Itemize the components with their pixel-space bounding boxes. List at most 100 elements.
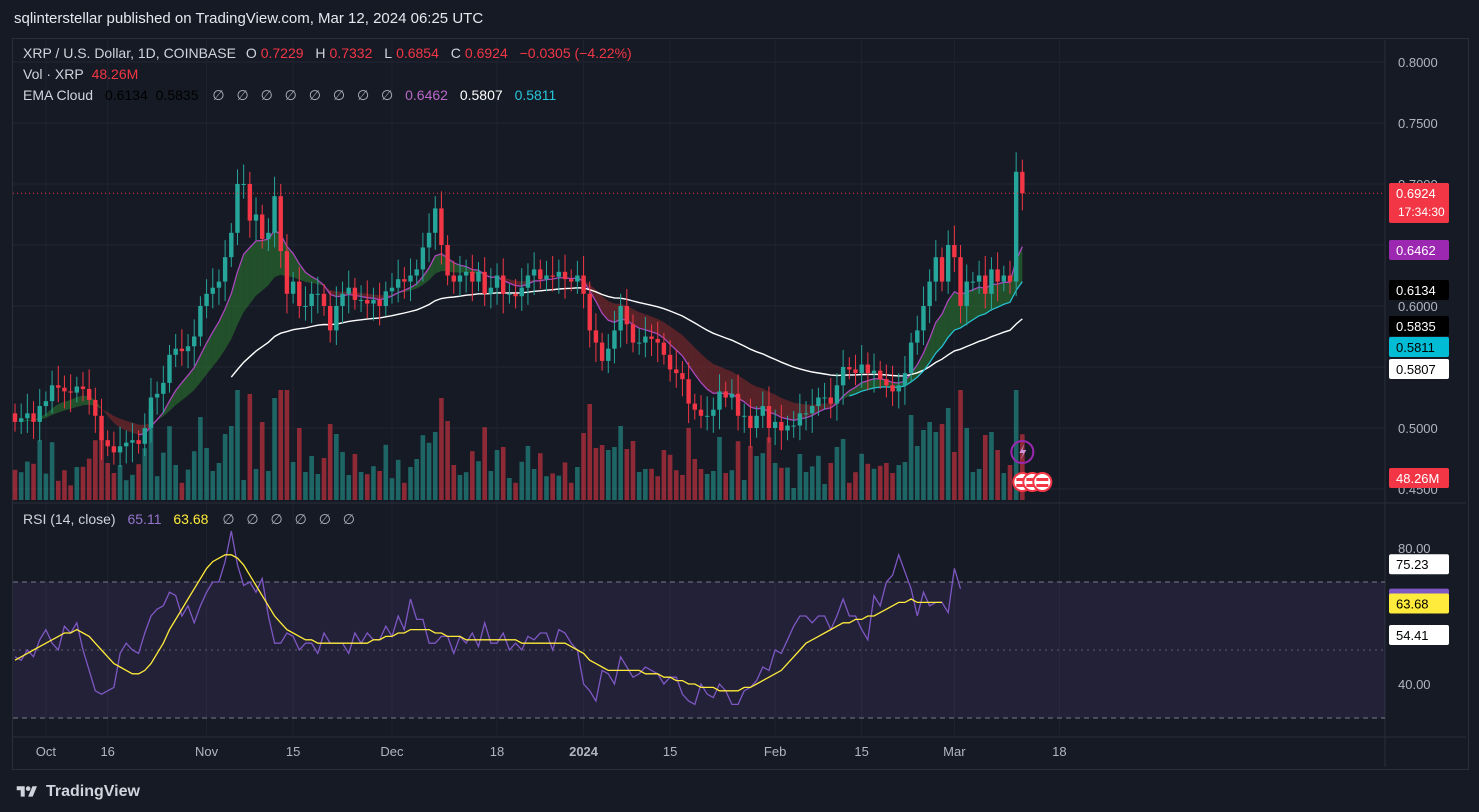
candle <box>519 268 524 311</box>
candle <box>884 364 889 398</box>
ema-cloud-segment <box>874 378 881 388</box>
candle <box>544 260 549 292</box>
price-axis-label-bg <box>1389 280 1449 300</box>
candle <box>618 293 623 348</box>
volume-bar <box>519 461 525 500</box>
candle <box>513 279 518 309</box>
candle-body <box>210 287 215 294</box>
price-tick-label: 0.6000 <box>1398 299 1438 314</box>
volume-bar <box>785 467 790 500</box>
ema-cloud-segment <box>750 383 757 409</box>
legend-vol-label[interactable]: Vol · XRP <box>23 66 84 82</box>
candle-body <box>618 306 623 331</box>
candle-body <box>80 386 86 389</box>
candle <box>272 176 277 248</box>
candle-body <box>105 440 110 447</box>
candle-body <box>272 196 277 233</box>
candle-body <box>346 287 351 294</box>
candle <box>352 277 358 310</box>
candle-body <box>519 287 524 297</box>
volume-bar <box>204 448 209 500</box>
candle <box>915 315 920 355</box>
candle <box>148 377 154 443</box>
volume-bar <box>921 430 926 500</box>
candle-body <box>68 391 73 393</box>
volume-bar <box>383 444 389 500</box>
candle <box>840 349 846 405</box>
price-axis-label-text: 0.5807 <box>1396 362 1436 377</box>
volume-bar <box>692 459 698 500</box>
candle-body <box>229 232 234 258</box>
volume-bar <box>630 441 636 500</box>
candle-body <box>636 342 642 344</box>
empty-value-icon: ∅ <box>222 511 235 527</box>
candle-body <box>797 413 803 426</box>
volume-bar <box>377 471 382 500</box>
ema-cloud-segment <box>249 240 257 304</box>
volume-bar <box>952 452 957 500</box>
candle-body <box>408 275 413 282</box>
candle <box>927 269 932 324</box>
footer-brand[interactable]: TradingView <box>14 780 140 804</box>
candle-body <box>93 399 98 416</box>
volume-bar <box>185 469 191 500</box>
legend-h-label: H <box>315 45 326 61</box>
volume-bar <box>556 475 562 500</box>
candle-body <box>828 397 833 404</box>
volume-bar <box>74 467 80 500</box>
volume-bar <box>216 463 222 500</box>
candle-body <box>420 247 426 270</box>
axes: 0.80000.75000.70000.65000.60000.55000.50… <box>36 55 1449 759</box>
candle <box>235 169 240 245</box>
candle-body <box>43 401 49 407</box>
legend-h-value: 0.7332 <box>329 45 373 61</box>
candle <box>983 255 988 309</box>
legend-ema-label[interactable]: EMA Cloud <box>23 87 94 103</box>
empty-value-icon: ∅ <box>212 87 225 103</box>
candle <box>167 345 172 393</box>
candle <box>711 397 716 433</box>
candle <box>470 254 475 302</box>
legend-l: L 0.6854 <box>384 45 443 61</box>
volume-bar <box>698 469 704 500</box>
candle <box>791 410 796 438</box>
candle-body <box>130 440 135 443</box>
candle-body <box>395 279 401 288</box>
legend-o: O 0.7229 <box>246 45 308 61</box>
empty-value-icon: ∅ <box>342 511 355 527</box>
candle <box>241 164 246 199</box>
candle <box>735 374 741 431</box>
candle <box>538 259 543 289</box>
volume-bar <box>229 426 234 500</box>
candle <box>1013 152 1019 297</box>
price-axis-label: 0.5811 <box>1389 337 1449 357</box>
ema-cloud-segment <box>707 359 714 394</box>
candle-body <box>278 196 283 252</box>
legend-rsi-label[interactable]: RSI (14, close) <box>23 511 116 527</box>
volume-bar <box>364 474 370 500</box>
volume-bar <box>735 441 741 500</box>
volume-bar <box>86 458 92 500</box>
candle <box>154 381 160 415</box>
candle <box>371 287 376 321</box>
ema-cloud-segment <box>979 287 986 316</box>
candle-body <box>593 330 599 343</box>
chart-frame[interactable] <box>12 38 1469 770</box>
candle <box>698 395 704 428</box>
candle-body <box>179 348 185 352</box>
candle-body <box>531 269 537 276</box>
candle <box>797 393 803 441</box>
candle <box>865 352 871 391</box>
ema-cloud-segment <box>113 415 121 428</box>
volume-bar <box>847 482 852 500</box>
candle-body <box>890 385 895 392</box>
price-axis-label-bg <box>1389 316 1449 336</box>
volume-bar <box>247 394 253 500</box>
volume-bar <box>828 463 834 500</box>
legend-symbol[interactable]: XRP / U.S. Dollar, 1D, COINBASE <box>23 45 236 61</box>
volume-bar <box>1007 465 1013 500</box>
volume-bar <box>673 470 679 500</box>
volume-axis-label-text: 48.26M <box>1396 471 1439 486</box>
candle-body <box>550 275 555 277</box>
